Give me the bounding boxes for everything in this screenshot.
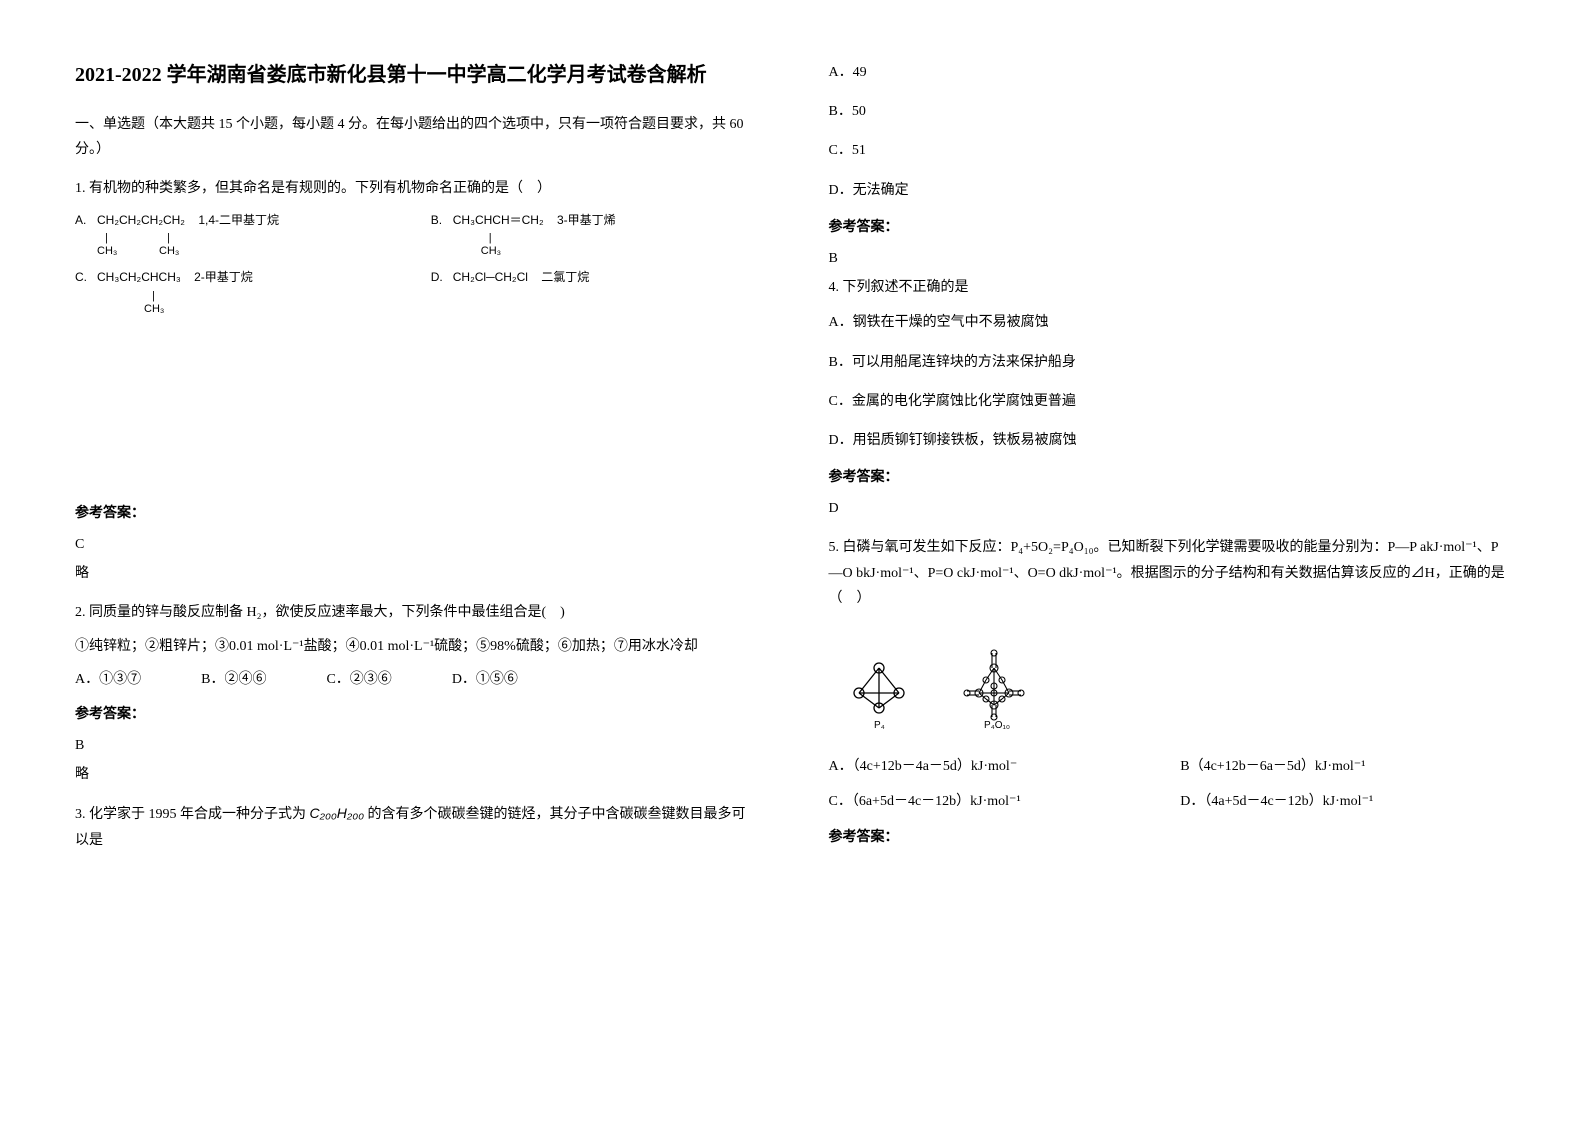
q2-optB: B．②④⑥ [201,667,266,692]
q1-optB-name: 3-甲基丁烯 [557,213,616,227]
q2-answer: B [75,733,759,758]
q5-optB: B（4c+12b－6a－5d）kJ·mol⁻¹ [1180,754,1512,779]
q1-optA-formula: CH₂CH₂CH₂CH₂ [97,213,185,227]
q1-optA-sub2: CH₃ [159,242,179,262]
q5-optA: A．（4c+12b－4a－5d）kJ·mol⁻ [829,754,1161,779]
q2-optA: A．①③⑦ [75,667,141,692]
q5-optC: C．（6a+5d－4c－12b）kJ·mol⁻¹ [829,789,1161,814]
q1-optB-formula: CH₃CHCH＝CH₂ [453,213,544,227]
q4-optA: A．钢铁在干燥的空气中不易被腐蚀 [829,310,1513,335]
right-column: A．49 B．50 C．51 D．无法确定 参考答案： B 4. 下列叙述不正确… [829,60,1513,1062]
q2-note: 略 [75,762,759,787]
question-5: 5. 白磷与氧可发生如下反应：P₄+5O₂=P₄O₁₀。已知断裂下列化学键需要吸… [829,535,1513,855]
q1-optD-formula: CH₂Cl─CH₂Cl [453,270,528,284]
q1-option-c: C. CH₃CH₂CHCH₃ 2-甲基丁烷 | CH₃ [75,267,403,317]
q1-option-a: A. CH₂CH₂CH₂CH₂ 1,4-二甲基丁烷 | | CH₃ CH₃ [75,210,403,260]
q4-optB: B．可以用船尾连锌块的方法来保护船身 [829,350,1513,375]
question-3: 3. 化学家于 1995 年合成一种分子式为 C₂₀₀H₂₀₀ 的含有多个碳碳叁… [75,801,759,860]
q1-optC-sub: CH₃ [144,300,164,320]
q3-formula: C₂₀₀H₂₀₀ [310,805,365,821]
q3-text-before: 3. 化学家于 1995 年合成一种分子式为 [75,807,306,822]
q3-answer-heading: 参考答案： [829,215,1513,240]
q4-optD: D．用铝质铆钉铆接铁板，铁板易被腐蚀 [829,428,1513,453]
q1-optB-letter: B. [431,210,447,232]
q3-optC: C．51 [829,138,1513,163]
q1-text: 1. 有机物的种类繁多，但其命名是有规则的。下列有机物命名正确的是（ ） [75,176,759,201]
q1-optC-formula: CH₃CH₂CHCH₃ [97,270,181,284]
q1-answer-heading: 参考答案： [75,501,759,526]
q5-answer-heading: 参考答案： [829,825,1513,850]
q2-options: A．①③⑦ B．②④⑥ C．②③⑥ D．①⑤⑥ [75,667,759,692]
q1-optA-name: 1,4-二甲基丁烷 [198,213,279,227]
p4-label: P₄ [874,720,885,731]
left-column: 2021-2022 学年湖南省娄底市新化县第十一中学高二化学月考试卷含解析 一、… [75,60,759,1062]
q3-optB: B．50 [829,99,1513,124]
q4-answer: D [829,496,1513,521]
q1-note: 略 [75,561,759,586]
q1-option-b: B. CH₃CHCH＝CH₂ 3-甲基丁烯 | CH₃ [431,210,759,260]
q4-answer-heading: 参考答案： [829,465,1513,490]
q2-conditions: ①纯锌粒；②粗锌片；③0.01 mol·L⁻¹盐酸；④0.01 mol·L⁻¹硫… [75,634,759,659]
q1-optC-letter: C. [75,267,91,289]
question-2: 2. 同质量的锌与酸反应制备 H₂，欲使反应速率最大，下列条件中最佳组合是( )… [75,600,759,791]
p4o10-label: P₄O₁₀ [984,720,1010,731]
q3-text: 3. 化学家于 1995 年合成一种分子式为 C₂₀₀H₂₀₀ 的含有多个碳碳叁… [75,801,759,852]
q1-options: A. CH₂CH₂CH₂CH₂ 1,4-二甲基丁烷 | | CH₃ CH₃ [75,210,759,317]
q3-optA: A．49 [829,60,1513,85]
q1-optB-sub: CH₃ [481,242,501,262]
q1-optD-name: 二氯丁烷 [541,270,589,284]
q2-optD: D．①⑤⑥ [452,667,518,692]
question-4: 4. 下列叙述不正确的是 A．钢铁在干燥的空气中不易被腐蚀 B．可以用船尾连锌块… [829,275,1513,525]
question-1: 1. 有机物的种类繁多，但其命名是有规则的。下列有机物命名正确的是（ ） A. … [75,176,759,590]
q1-optA-letter: A. [75,210,91,232]
spacer [75,331,759,491]
q2-answer-heading: 参考答案： [75,702,759,727]
molecule-diagram: P₄ [829,623,1513,742]
q4-text: 4. 下列叙述不正确的是 [829,275,1513,300]
q4-optC: C．金属的电化学腐蚀比化学腐蚀更普遍 [829,389,1513,414]
q1-answer: C [75,532,759,557]
q3-optD: D．无法确定 [829,178,1513,203]
q2-optC: C．②③⑥ [326,667,391,692]
q1-optC-name: 2-甲基丁烷 [194,270,253,284]
q1-optD-letter: D. [431,267,447,289]
q4-options: A．钢铁在干燥的空气中不易被腐蚀 B．可以用船尾连锌块的方法来保护船身 C．金属… [829,310,1513,455]
q5-options: A．（4c+12b－4a－5d）kJ·mol⁻ B（4c+12b－6a－5d）k… [829,754,1513,814]
q3-options: A．49 B．50 C．51 D．无法确定 [829,60,1513,205]
q3-answer: B [829,246,1513,271]
q1-optA-sub1: CH₃ [97,242,117,262]
q2-text: 2. 同质量的锌与酸反应制备 H₂，欲使反应速率最大，下列条件中最佳组合是( ) [75,600,759,625]
q5-text: 5. 白磷与氧可发生如下反应：P₄+5O₂=P₄O₁₀。已知断裂下列化学键需要吸… [829,535,1513,611]
q1-option-d: D. CH₂Cl─CH₂Cl 二氯丁烷 [431,267,759,317]
section-heading: 一、单选题（本大题共 15 个小题，每小题 4 分。在每小题给出的四个选项中，只… [75,112,759,162]
exam-title: 2021-2022 学年湖南省娄底市新化县第十一中学高二化学月考试卷含解析 [75,60,759,90]
q5-optD: D．（4a+5d－4c－12b）kJ·mol⁻¹ [1180,789,1512,814]
